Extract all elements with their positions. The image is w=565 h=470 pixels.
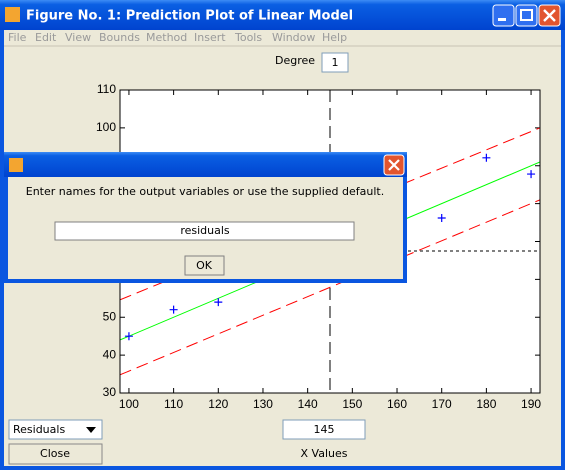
- degree-input[interactable]: [321, 52, 349, 73]
- window-title: Figure No. 1: Prediction Plot of Linear …: [26, 9, 353, 24]
- close-button[interactable]: [8, 443, 103, 465]
- output-dropdown[interactable]: [8, 419, 103, 440]
- dialog: Enter names for the output variables or …: [4, 152, 407, 283]
- y-tick-label: 30: [103, 385, 117, 399]
- data-point: [437, 214, 446, 223]
- menu-item[interactable]: Edit: [35, 31, 57, 44]
- menu-item[interactable]: Bounds: [99, 31, 140, 44]
- menu-item[interactable]: Method: [146, 31, 187, 44]
- x-tick-label: 140: [298, 397, 318, 411]
- x-tick-label: 190: [521, 397, 541, 411]
- confidence-bound: [120, 199, 540, 376]
- degree-value: 1: [332, 56, 339, 69]
- x-tick-label: 150: [342, 397, 362, 411]
- dialog-title-bar: [4, 152, 407, 177]
- x-axis-label: X Values: [301, 447, 348, 460]
- menu-item[interactable]: File: [8, 31, 27, 44]
- output-dropdown-value: Residuals: [13, 423, 65, 436]
- menu-item[interactable]: View: [65, 31, 91, 44]
- y-tick-label: 100: [96, 120, 116, 134]
- bottom-controls: Residuals Close 145 X Values: [8, 419, 366, 465]
- degree-label: Degree: [275, 54, 315, 67]
- x-tick-label: 180: [476, 397, 496, 411]
- close-button-label: Close: [40, 447, 70, 460]
- dialog-message: Enter names for the output variables or …: [26, 185, 385, 198]
- minimize-icon: [498, 18, 506, 21]
- data-point: [124, 332, 133, 341]
- x-tick-label: 130: [253, 397, 273, 411]
- menu-item[interactable]: Insert: [194, 31, 226, 44]
- ok-button[interactable]: [184, 255, 225, 276]
- menu-item[interactable]: Window: [272, 31, 315, 44]
- x-tick-label: 110: [164, 397, 183, 411]
- window-buttons: [492, 4, 561, 27]
- menu-bar: File Edit View Bounds Method Insert Tools Windo…: [8, 31, 347, 44]
- ok-button-label: OK: [196, 259, 213, 272]
- dialog-close-icon: [388, 159, 400, 171]
- x-tick-label: 170: [432, 397, 452, 411]
- x-tick-label: 100: [119, 397, 139, 411]
- y-tick-label: 110: [97, 82, 116, 96]
- minimize-button[interactable]: [492, 4, 515, 27]
- menu-item[interactable]: Help: [322, 31, 347, 44]
- title-bar: [0, 0, 565, 30]
- data-point: [214, 298, 223, 307]
- data-point: [527, 170, 536, 179]
- data-point: [482, 153, 491, 162]
- maximize-icon: [520, 9, 533, 21]
- dialog-icon: [9, 158, 23, 172]
- dropdown-arrow: [86, 427, 96, 433]
- maximize-button[interactable]: [515, 4, 538, 27]
- x-value-input[interactable]: [282, 419, 366, 440]
- x-tick-label: 160: [387, 397, 407, 411]
- y-tick-label: 50: [103, 309, 117, 323]
- x-value: 145: [314, 423, 335, 436]
- close-icon: [543, 9, 556, 22]
- dialog-input-value: residuals: [180, 224, 230, 237]
- x-tick-label: 120: [208, 397, 228, 411]
- data-point: [169, 305, 178, 314]
- menu-item[interactable]: Tools: [234, 31, 262, 44]
- app-icon: [5, 7, 20, 22]
- dialog-input[interactable]: [54, 221, 355, 241]
- y-tick-label: 40: [103, 347, 117, 361]
